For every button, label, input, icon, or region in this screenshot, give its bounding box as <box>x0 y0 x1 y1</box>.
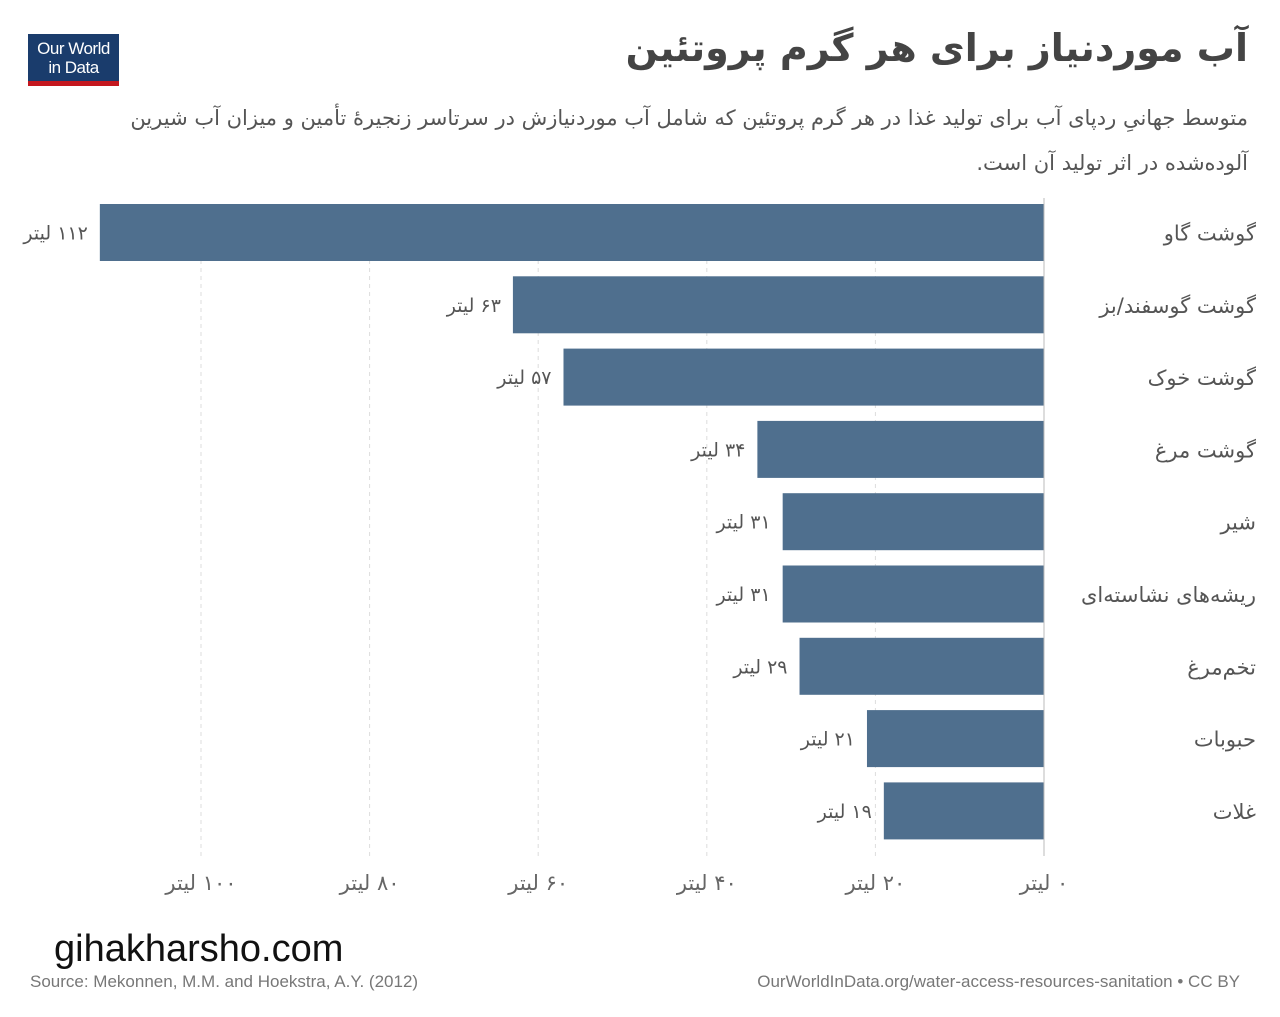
bar <box>757 420 1044 478</box>
owid-url-link[interactable]: OurWorldInData.org/water-access-resource… <box>757 972 1240 991</box>
bar-value-label: ۱۹ لیتر <box>817 801 872 823</box>
category-label: غلات <box>1213 800 1256 824</box>
bar-value-label: ۲۱ لیتر <box>800 729 855 751</box>
bar-value-label: ۵۷ لیتر <box>496 367 551 389</box>
x-tick-label: ۰ لیتر <box>1019 871 1069 895</box>
logo-line-1: Our World <box>37 39 110 58</box>
category-label: ریشه‌های نشاسته‌ای <box>1081 583 1256 607</box>
x-tick-label: ۴۰ لیتر <box>676 871 737 895</box>
category-label: حبوبات <box>1194 728 1256 752</box>
bar-value-label: ۳۱ لیتر <box>715 584 770 606</box>
bar-chart: ۰ لیتر ۲۰ لیتر ۴۰ لیتر ۶۰ لیتر ۸۰ لیتر ۱۰۰ لی… <box>22 198 1256 895</box>
bar-value-label: ۲۹ لیتر <box>732 656 787 678</box>
bar <box>782 565 1044 623</box>
owid-logo[interactable]: Our World in Data <box>28 34 119 86</box>
bar <box>883 782 1044 840</box>
bar-value-label: ۳۱ لیتر <box>715 512 770 534</box>
chart-subtitle: متوسط جهانیِ ردپای آب برای تولید غذا در … <box>130 106 1248 175</box>
bar-value-label: ۶۳ لیتر <box>446 295 501 317</box>
bar <box>782 493 1044 551</box>
x-tick-label: ۶۰ لیتر <box>507 871 568 895</box>
category-label: گوشت گوسفند/بز <box>1098 294 1256 318</box>
bar-value-label: ۳۴ لیتر <box>690 439 745 461</box>
bar <box>866 710 1044 768</box>
x-tick-label: ۲۰ لیتر <box>844 871 905 895</box>
category-label: شیر <box>1219 511 1256 535</box>
category-label: گوشت مرغ <box>1155 438 1256 462</box>
bar <box>512 276 1044 334</box>
category-label: گوشت خوک <box>1148 366 1256 390</box>
category-label: تخم‌مرغ <box>1187 655 1256 680</box>
bar <box>99 204 1045 261</box>
category-label: گوشت گاو <box>1163 222 1256 246</box>
x-tick-label: ۱۰۰ لیتر <box>164 871 236 895</box>
chart-title: آب موردنیاز برای هر گرم پروتئین <box>625 26 1248 70</box>
watermark-text: gihakharsho.com <box>54 928 344 970</box>
bar <box>563 348 1044 406</box>
x-tick-label: ۸۰ لیتر <box>339 871 400 895</box>
bar-value-label: ۱۱۲ لیتر <box>22 223 87 245</box>
source-text: Source: Mekonnen, M.M. and Hoekstra, A.Y… <box>30 972 419 991</box>
logo-line-2: in Data <box>48 58 99 77</box>
bar <box>799 637 1044 695</box>
